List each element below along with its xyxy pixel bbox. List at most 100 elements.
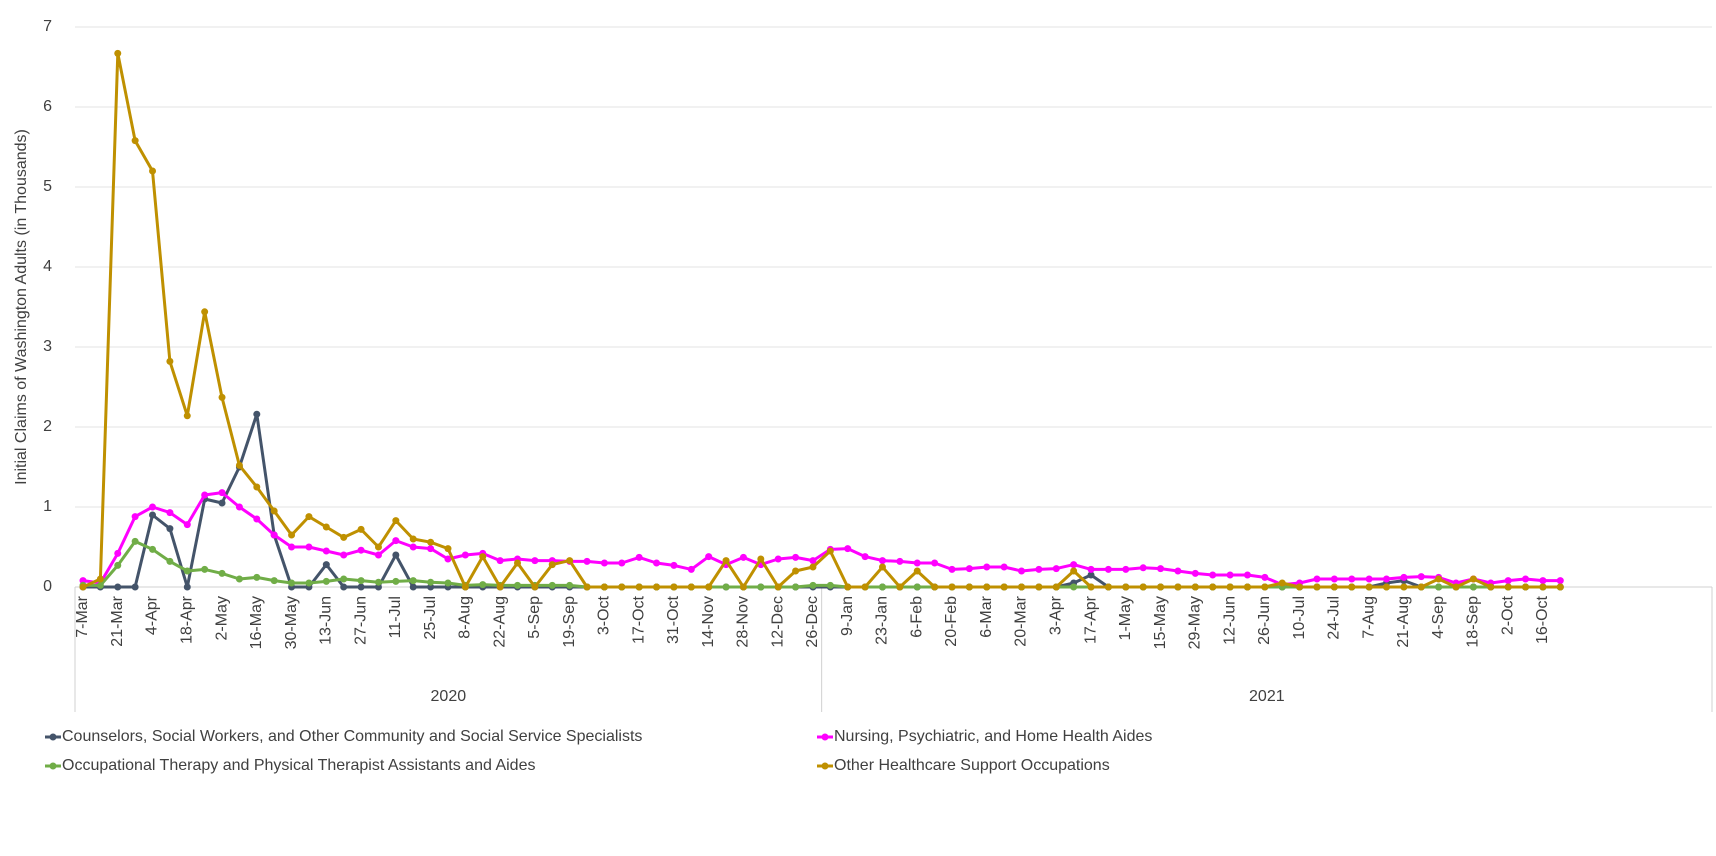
data-point bbox=[600, 559, 608, 567]
data-point bbox=[618, 583, 626, 591]
x-tick-label: 15-May bbox=[1152, 596, 1169, 649]
x-tick-label: 27-Jun bbox=[352, 596, 369, 645]
data-point bbox=[1330, 575, 1338, 583]
data-point bbox=[357, 546, 365, 554]
data-point bbox=[1226, 571, 1234, 579]
data-point bbox=[114, 49, 122, 57]
data-point bbox=[114, 561, 122, 569]
data-point bbox=[983, 563, 991, 571]
data-point bbox=[409, 535, 417, 543]
data-point bbox=[705, 553, 713, 561]
data-point bbox=[1157, 583, 1165, 591]
data-point bbox=[687, 583, 695, 591]
data-point bbox=[1087, 571, 1095, 579]
x-tick-label: 13-Jun bbox=[318, 596, 335, 645]
data-point bbox=[1191, 569, 1199, 577]
data-point bbox=[1556, 583, 1564, 591]
x-tick-label: 7-Mar bbox=[74, 595, 91, 637]
data-point bbox=[1435, 583, 1443, 591]
data-point bbox=[1539, 583, 1547, 591]
data-point bbox=[235, 503, 243, 511]
data-point bbox=[166, 509, 174, 517]
data-point bbox=[739, 583, 747, 591]
data-point bbox=[305, 579, 313, 587]
data-point bbox=[1070, 583, 1078, 591]
year-label: 2021 bbox=[1249, 688, 1285, 705]
data-point bbox=[340, 583, 348, 591]
data-point bbox=[1469, 575, 1477, 583]
x-tick-label: 24-Jul bbox=[1326, 596, 1343, 640]
data-point bbox=[1139, 583, 1147, 591]
data-point bbox=[183, 567, 191, 575]
data-point bbox=[635, 553, 643, 561]
x-tick-label: 16-Oct bbox=[1534, 595, 1551, 644]
y-axis-title: Initial Claims of Washington Adults (in … bbox=[13, 129, 30, 485]
data-point bbox=[878, 563, 886, 571]
data-point bbox=[201, 491, 209, 499]
data-point bbox=[913, 567, 921, 575]
data-point bbox=[1504, 577, 1512, 585]
data-point bbox=[1330, 583, 1338, 591]
data-point bbox=[1504, 583, 1512, 591]
data-point bbox=[427, 583, 435, 591]
year-label: 2020 bbox=[431, 688, 467, 705]
data-point bbox=[1365, 575, 1373, 583]
data-point bbox=[305, 513, 313, 521]
data-point bbox=[861, 583, 869, 591]
data-point bbox=[183, 412, 191, 420]
data-point bbox=[531, 583, 539, 591]
data-point bbox=[792, 583, 800, 591]
data-point bbox=[218, 393, 226, 401]
data-point bbox=[913, 559, 921, 567]
data-point bbox=[270, 507, 278, 515]
data-point bbox=[253, 515, 261, 523]
data-point bbox=[96, 581, 104, 589]
data-point bbox=[1383, 575, 1390, 583]
data-point bbox=[444, 555, 452, 563]
data-point bbox=[1087, 565, 1095, 573]
data-point bbox=[131, 583, 139, 591]
data-point bbox=[1243, 583, 1251, 591]
data-point bbox=[218, 569, 226, 577]
data-point bbox=[1522, 575, 1530, 583]
data-point bbox=[548, 581, 556, 589]
data-point bbox=[149, 167, 157, 175]
data-point bbox=[235, 461, 243, 469]
data-point bbox=[774, 555, 782, 563]
data-point bbox=[1035, 583, 1043, 591]
data-point bbox=[983, 583, 991, 591]
data-point bbox=[931, 559, 939, 567]
data-point bbox=[965, 583, 973, 591]
data-point bbox=[722, 557, 730, 565]
legend-marker bbox=[49, 762, 57, 770]
data-point bbox=[826, 547, 834, 555]
x-tick-label: 3-Oct bbox=[596, 595, 613, 635]
data-point bbox=[531, 557, 539, 565]
data-point bbox=[253, 483, 261, 491]
data-point bbox=[1122, 565, 1130, 573]
data-point bbox=[896, 583, 904, 591]
data-point bbox=[913, 583, 921, 591]
data-point bbox=[235, 575, 243, 583]
data-point bbox=[739, 553, 747, 561]
data-point bbox=[183, 521, 191, 529]
x-tick-label: 23-Jan bbox=[874, 596, 891, 645]
data-point bbox=[757, 583, 765, 591]
data-point bbox=[583, 583, 591, 591]
data-point bbox=[809, 563, 817, 571]
data-point bbox=[861, 553, 869, 561]
x-tick-label: 5-Sep bbox=[526, 596, 543, 639]
x-tick-label: 18-Sep bbox=[1465, 596, 1482, 648]
x-tick-label: 3-Apr bbox=[1047, 595, 1064, 635]
y-tick-label: 1 bbox=[43, 498, 52, 515]
data-point bbox=[722, 583, 730, 591]
data-point bbox=[548, 561, 556, 569]
data-point bbox=[566, 581, 574, 589]
data-point bbox=[1209, 571, 1217, 579]
legend-marker bbox=[49, 733, 57, 741]
data-point bbox=[392, 577, 400, 585]
x-tick-label: 16-May bbox=[248, 596, 265, 649]
data-point bbox=[131, 537, 139, 545]
data-point bbox=[218, 499, 226, 507]
